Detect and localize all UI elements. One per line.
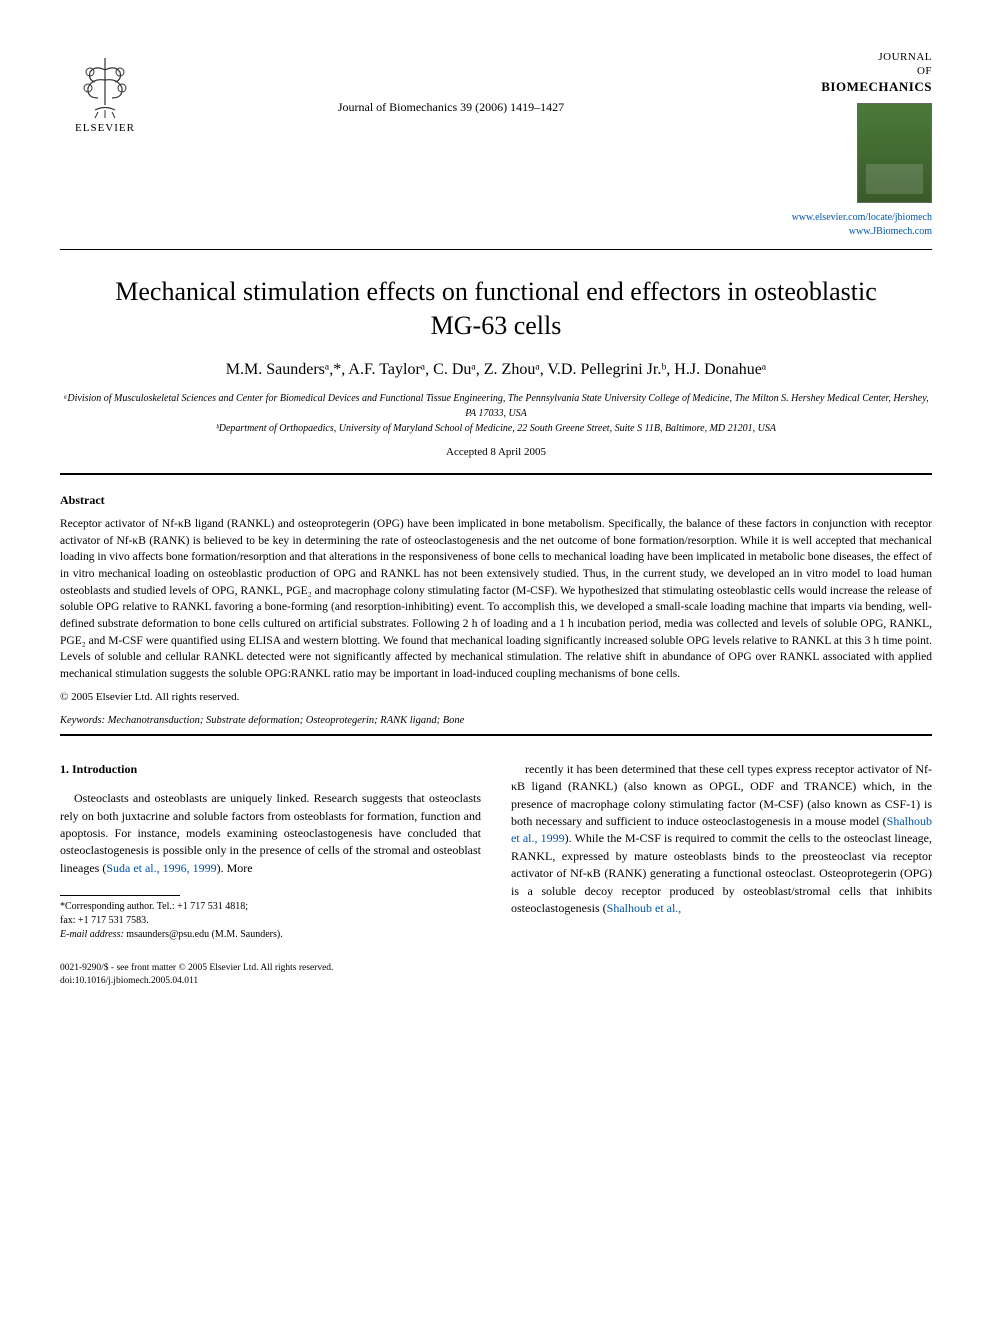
section-1-heading: 1. Introduction: [60, 761, 481, 778]
footnote-block: *Corresponding author. Tel.: +1 717 531 …: [60, 900, 481, 942]
journal-block: JOURNAL OF BIOMECHANICS www.elsevier.com…: [752, 50, 932, 239]
header-row: ELSEVIER Journal of Biomechanics 39 (200…: [60, 50, 932, 239]
journal-link-2[interactable]: www.JBiomech.com: [849, 226, 932, 237]
left-column: 1. Introduction Osteoclasts and osteobla…: [60, 761, 481, 989]
header-rule: [60, 249, 932, 250]
journal-line3: BIOMECHANICS: [821, 79, 932, 94]
body-columns: 1. Introduction Osteoclasts and osteobla…: [60, 761, 932, 989]
doi-line: doi:10.1016/j.jbiomech.2005.04.011: [60, 975, 481, 988]
abstract-bottom-rule: [60, 734, 932, 736]
right-column: recently it has been determined that the…: [511, 761, 932, 989]
author-list: M.M. Saundersᵃ,*, A.F. Taylorᵃ, C. Duᵃ, …: [60, 361, 932, 379]
affiliations: ᵃDivision of Musculoskeletal Sciences an…: [60, 391, 932, 436]
intro-para-right: recently it has been determined that the…: [511, 761, 932, 918]
journal-link-1[interactable]: www.elsevier.com/locate/jbiomech: [792, 212, 932, 223]
email-label: E-mail address:: [60, 929, 124, 940]
accepted-date: Accepted 8 April 2005: [60, 446, 932, 458]
footnote-rule: [60, 895, 180, 896]
journal-name: JOURNAL OF BIOMECHANICS: [752, 50, 932, 95]
intro-para-left: Osteoclasts and osteoblasts are uniquely…: [60, 790, 481, 877]
email-line: E-mail address: msaunders@psu.edu (M.M. …: [60, 928, 481, 942]
abstract-copyright: © 2005 Elsevier Ltd. All rights reserved…: [60, 691, 932, 703]
abstract-heading: Abstract: [60, 493, 932, 508]
corresponding-author: *Corresponding author. Tel.: +1 717 531 …: [60, 900, 481, 914]
publisher-logo-block: ELSEVIER: [60, 50, 150, 134]
article-title: Mechanical stimulation effects on functi…: [100, 275, 892, 343]
publisher-label: ELSEVIER: [75, 122, 135, 134]
abstract-top-rule: [60, 473, 932, 475]
elsevier-tree-icon: [70, 50, 140, 120]
email-address: msaunders@psu.edu (M.M. Saunders).: [126, 929, 282, 940]
journal-line2: OF: [917, 65, 932, 77]
journal-line1: JOURNAL: [878, 51, 932, 63]
keywords-text: Mechanotransduction; Substrate deformati…: [108, 715, 465, 726]
fax-line: fax: +1 717 531 7583.: [60, 914, 481, 928]
issn-line: 0021-9290/$ - see front matter © 2005 El…: [60, 962, 481, 975]
journal-cover-thumbnail: [857, 103, 932, 203]
footer-block: 0021-9290/$ - see front matter © 2005 El…: [60, 962, 481, 989]
journal-links: www.elsevier.com/locate/jbiomech www.JBi…: [752, 211, 932, 239]
abstract-body: Receptor activator of Nf-κB ligand (RANK…: [60, 516, 932, 683]
affiliation-a: ᵃDivision of Musculoskeletal Sciences an…: [60, 391, 932, 421]
citation-text: Journal of Biomechanics 39 (2006) 1419–1…: [150, 50, 752, 115]
keywords-label: Keywords:: [60, 715, 105, 726]
keywords: Keywords: Mechanotransduction; Substrate…: [60, 715, 932, 726]
affiliation-b: ᵇDepartment of Orthopaedics, University …: [60, 421, 932, 436]
